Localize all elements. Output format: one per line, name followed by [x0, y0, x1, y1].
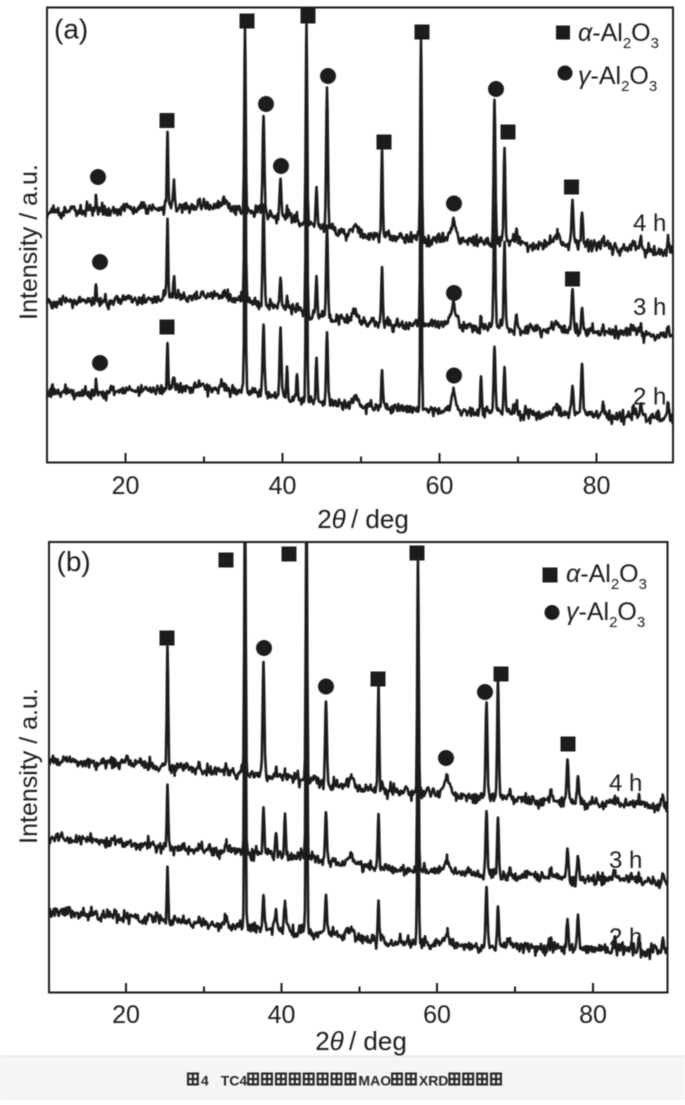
svg-text:3 h: 3 h — [633, 294, 666, 321]
svg-text:40: 40 — [269, 472, 297, 500]
svg-text:TC4: TC4 — [221, 1073, 248, 1089]
svg-text:40: 40 — [268, 1001, 296, 1029]
svg-text:3 h: 3 h — [609, 847, 642, 874]
svg-text:2 h: 2 h — [633, 384, 666, 411]
svg-text:γ-Al2O3: γ-Al2O3 — [578, 62, 657, 95]
svg-text:20: 20 — [112, 1001, 140, 1029]
svg-text:Intensity / a.u.: Intensity / a.u. — [15, 164, 43, 320]
svg-text:20: 20 — [112, 472, 140, 500]
svg-text:4 h: 4 h — [633, 210, 666, 237]
svg-text:α-Al2O3: α-Al2O3 — [578, 19, 659, 52]
svg-text:80: 80 — [583, 472, 611, 500]
svg-text:4 h: 4 h — [609, 770, 642, 797]
svg-text:(a): (a) — [54, 13, 88, 44]
svg-text:60: 60 — [426, 472, 454, 500]
svg-text:γ-Al2O3: γ-Al2O3 — [566, 598, 645, 631]
svg-text:2θ / deg: 2θ / deg — [315, 1026, 407, 1056]
svg-text:4: 4 — [201, 1073, 209, 1089]
svg-text:MAO: MAO — [358, 1073, 391, 1089]
svg-text:XRD: XRD — [419, 1073, 449, 1089]
svg-text:α-Al2O3: α-Al2O3 — [566, 560, 647, 593]
svg-text:80: 80 — [579, 1001, 607, 1029]
svg-text:2θ / deg: 2θ / deg — [317, 504, 409, 534]
svg-text:(b): (b) — [57, 546, 91, 577]
svg-text:2 h: 2 h — [609, 924, 642, 951]
svg-text:60: 60 — [423, 1001, 451, 1029]
svg-text:Intensity / a.u.: Intensity / a.u. — [15, 688, 43, 844]
